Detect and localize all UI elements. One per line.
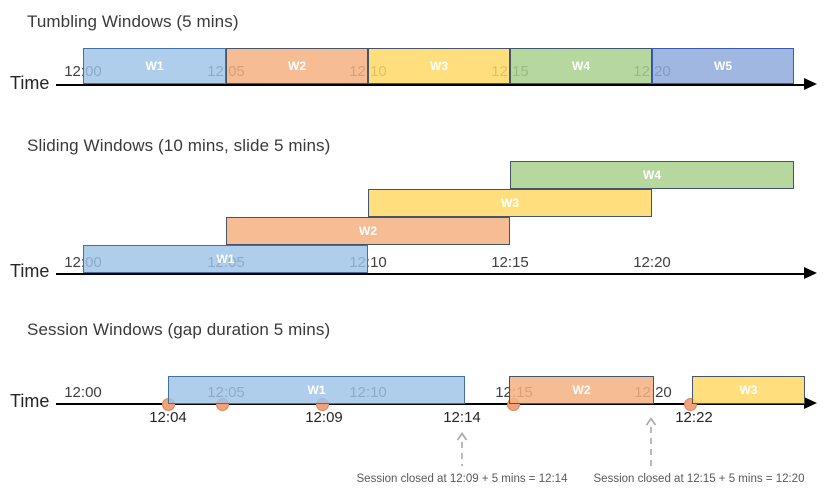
- sliding-section-title: Sliding Windows (10 mins, slide 5 mins): [27, 136, 331, 155]
- tumbling-window-w2: W2: [226, 48, 368, 84]
- session-close-arrow-icon-2: [645, 417, 657, 466]
- session-window-w2: W2: [509, 376, 654, 404]
- tumbling-window-w1: W1: [83, 48, 226, 84]
- session-event-label-1204: 12:04: [149, 409, 187, 426]
- sliding-window-w3: W3: [368, 189, 652, 217]
- sliding-window-w3-label: W3: [501, 196, 519, 210]
- tumbling-window-w4-label: W4: [572, 59, 590, 73]
- sliding-tick-1215: 12:15: [491, 254, 529, 271]
- session-window-w2-label: W2: [572, 383, 591, 397]
- sliding-window-w2: W2: [226, 217, 510, 245]
- sliding-time-axis: [56, 273, 806, 275]
- session-window-w1-label: W1: [307, 383, 326, 397]
- sliding-time-label: Time: [10, 261, 50, 281]
- sliding-window-w4: W4: [510, 161, 794, 189]
- session-axis-arrow-icon: [804, 397, 817, 409]
- sliding-window-w4-label: W4: [643, 168, 661, 182]
- session-section-title: Session Windows (gap duration 5 mins): [27, 320, 331, 339]
- session-window-w1: W1: [168, 376, 465, 404]
- session-annotation-1: Session closed at 12:09 + 5 mins = 12:14: [356, 473, 568, 485]
- tumbling-window-w5: W5: [652, 48, 794, 84]
- session-annotation-2: Session closed at 12:15 + 5 mins = 12:20: [593, 473, 805, 485]
- session-window-w3: W3: [692, 376, 805, 404]
- sliding-window-w1-label: W1: [216, 252, 235, 266]
- tumbling-window-w4: W4: [510, 48, 652, 84]
- session-event-label-1222: 12:22: [675, 409, 713, 426]
- sliding-tick-1220: 12:20: [633, 254, 671, 271]
- session-close-arrow-icon-1: [456, 432, 468, 466]
- session-time-label: Time: [10, 391, 50, 411]
- tumbling-time-axis: [56, 84, 806, 86]
- session-event-label-1209: 12:09: [305, 409, 343, 426]
- tumbling-axis-arrow-icon: [804, 78, 817, 90]
- sliding-axis-arrow-icon: [804, 267, 817, 279]
- session-window-w3-label: W3: [739, 383, 758, 397]
- tumbling-time-label: Time: [10, 73, 50, 93]
- tumbling-window-w1-label: W1: [145, 59, 164, 73]
- sliding-window-w2-label: W2: [359, 224, 377, 238]
- tumbling-window-w5-label: W5: [714, 59, 732, 73]
- session-tick-1200: 12:00: [64, 384, 102, 401]
- session-event-label-1214: 12:14: [443, 409, 481, 426]
- sliding-window-w1: W1: [83, 245, 368, 273]
- tumbling-window-w2-label: W2: [288, 59, 306, 73]
- session-time-axis: [56, 403, 806, 405]
- tumbling-window-w3: W3: [368, 48, 510, 84]
- tumbling-section-title: Tumbling Windows (5 mins): [27, 12, 239, 31]
- tumbling-window-w3-label: W3: [430, 59, 448, 73]
